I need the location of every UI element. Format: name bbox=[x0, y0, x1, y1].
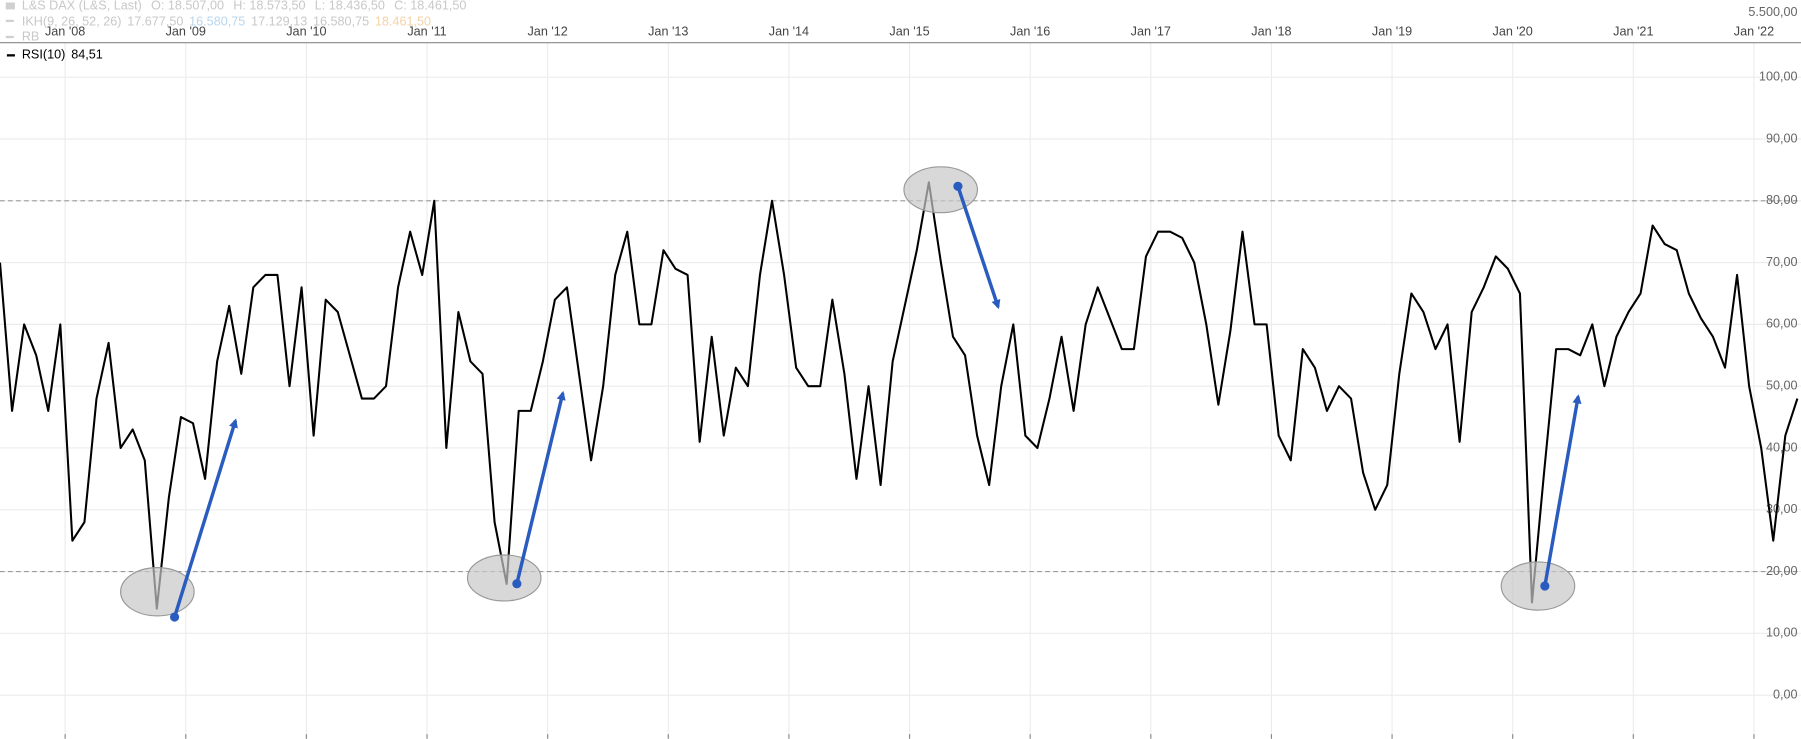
y-tick-label: 0,00 bbox=[1773, 687, 1798, 701]
x-tick-label: Jan '13 bbox=[648, 25, 688, 39]
legend-name: RSI(10) bbox=[22, 48, 66, 62]
arrow bbox=[515, 390, 566, 585]
y-tick-label: 60,00 bbox=[1766, 317, 1798, 331]
rsi-line bbox=[0, 181, 1799, 610]
x-tick-label: Jan '12 bbox=[527, 25, 567, 39]
indicator-info: 18.461,50 bbox=[375, 14, 431, 28]
legend-swatch bbox=[6, 54, 15, 57]
band-swatch bbox=[5, 35, 14, 39]
x-tick-label: Jan '21 bbox=[1613, 25, 1653, 39]
instrument-info: O: 18.507,00 bbox=[151, 0, 224, 12]
y-tick-label: 20,00 bbox=[1766, 564, 1798, 578]
arrow-dot bbox=[953, 181, 963, 191]
highlight-ellipse bbox=[466, 554, 542, 602]
instrument-icon bbox=[5, 2, 15, 10]
y-tick-label: 30,00 bbox=[1766, 502, 1798, 516]
plot bbox=[0, 181, 1799, 610]
y-tick-label: 90,00 bbox=[1766, 131, 1798, 145]
header: RB RSI(10) 84,51 5.500,00 L&S DAX (L&S, … bbox=[5, 0, 1798, 62]
x-tick-label: Jan '22 bbox=[1734, 25, 1774, 39]
instrument-info: C: 18.461,50 bbox=[394, 0, 466, 12]
indicator-info: IKH(9, 26, 52, 26) bbox=[22, 14, 122, 28]
x-tick-label: Jan '11 bbox=[407, 25, 446, 39]
indicator-info: 17.129,13 bbox=[251, 14, 307, 28]
highlight-ellipse bbox=[903, 166, 979, 214]
y-tick-label: 40,00 bbox=[1766, 440, 1798, 454]
y-tick-label: 50,00 bbox=[1766, 379, 1798, 393]
x-tick-label: Jan '09 bbox=[166, 25, 206, 39]
highlight-ellipse bbox=[1500, 561, 1576, 611]
x-tick-label: Jan '19 bbox=[1372, 25, 1412, 39]
indicator-info: 17.677,50 bbox=[127, 14, 183, 28]
instrument-info: L: 18.436,50 bbox=[315, 0, 385, 12]
legend-last-value: 84,51 bbox=[71, 48, 103, 62]
band-label: RB bbox=[22, 29, 40, 43]
highlight-ellipse bbox=[120, 567, 195, 617]
indicator-info: 16.580,75 bbox=[189, 14, 245, 28]
y-tick-label: 10,00 bbox=[1766, 626, 1798, 640]
x-tick-label: Jan '14 bbox=[769, 25, 809, 39]
x-tick-label: Jan '08 bbox=[45, 25, 85, 39]
arrow bbox=[1543, 394, 1582, 587]
y-tick-label: 100,00 bbox=[1759, 70, 1798, 84]
arrow-dot bbox=[1540, 581, 1550, 591]
axes: Jan '08 Jan '09 Jan '10 Jan '11 Jan '12 Jan '… bbox=[0, 25, 1801, 739]
instrument-info: H: 18.573,50 bbox=[233, 0, 305, 12]
y-tick-label: 70,00 bbox=[1766, 255, 1798, 269]
arrow bbox=[172, 418, 238, 618]
x-tick-label: Jan '15 bbox=[889, 25, 929, 39]
x-tick-label: Jan '17 bbox=[1131, 25, 1171, 39]
instrument-info: L&S DAX (L&S, Last) bbox=[22, 0, 142, 12]
indicator-info: 16.580,75 bbox=[313, 14, 369, 28]
x-tick-label: Jan '10 bbox=[286, 25, 326, 39]
y-tick-label: 80,00 bbox=[1766, 193, 1798, 207]
price-axis-label: 5.500,00 bbox=[1748, 5, 1797, 19]
annotations bbox=[120, 166, 1582, 622]
grid bbox=[0, 42, 1801, 739]
x-tick-label: Jan '20 bbox=[1493, 25, 1533, 39]
arrow bbox=[956, 185, 1001, 310]
x-tick-label: Jan '18 bbox=[1251, 25, 1291, 39]
arrow-dot bbox=[169, 612, 180, 622]
x-tick-label: Jan '16 bbox=[1010, 25, 1050, 39]
arrow-dot bbox=[512, 579, 522, 589]
indicator-swatch bbox=[5, 19, 14, 23]
